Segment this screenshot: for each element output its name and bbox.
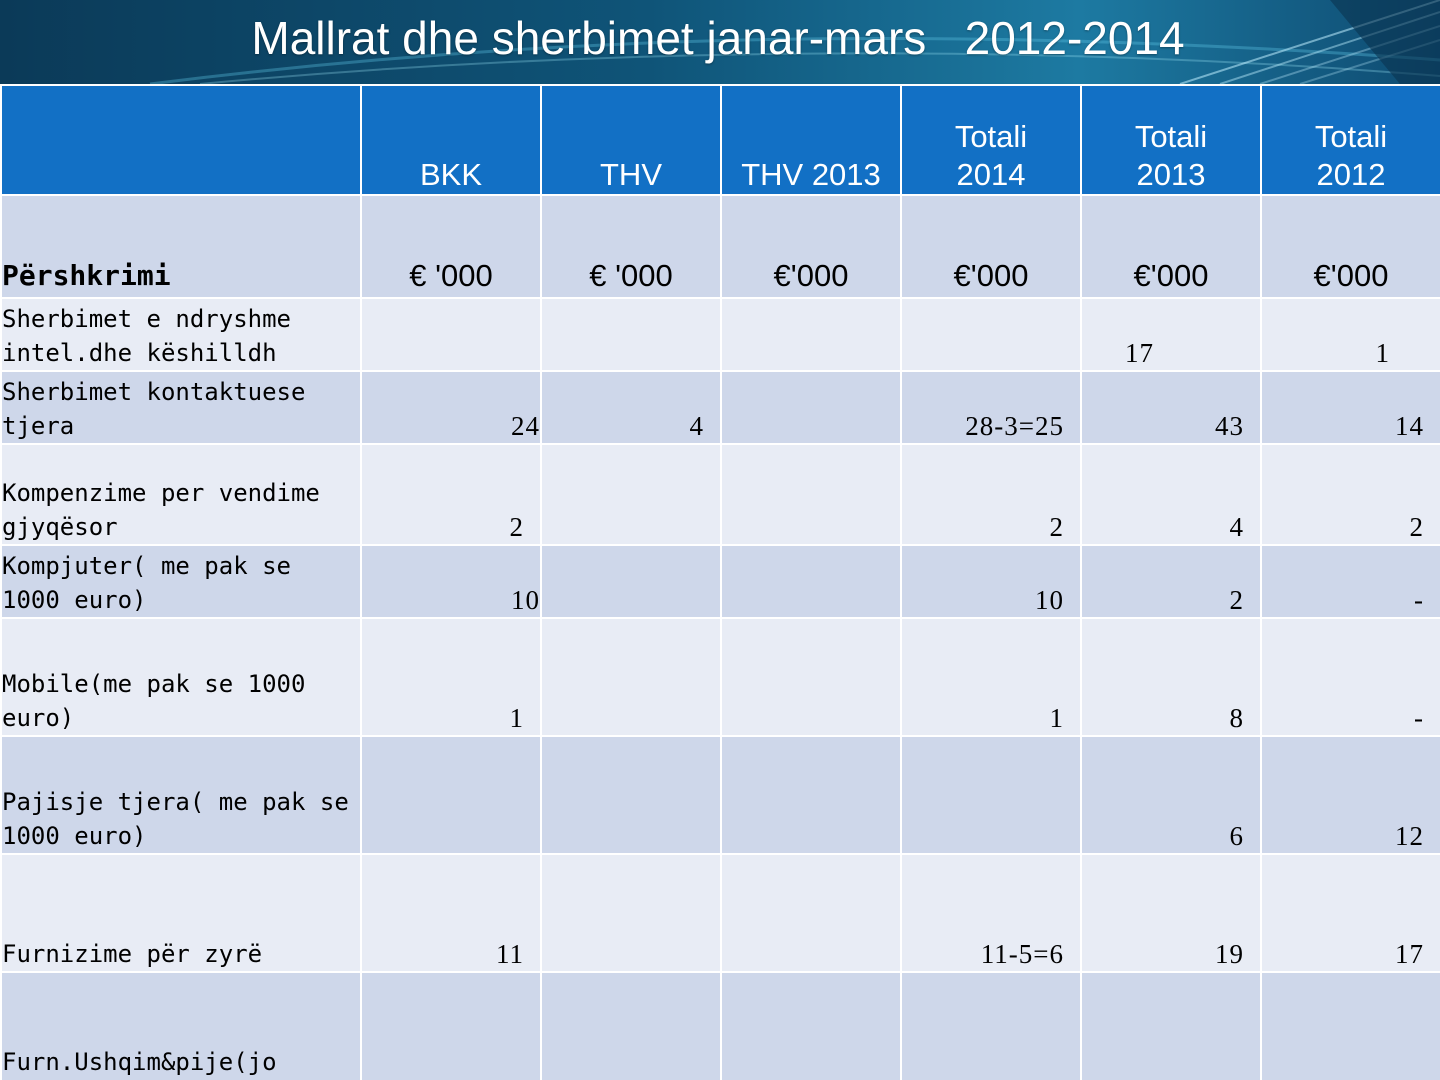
table-row: Kompenzime per vendime gjyqësor 2 2 4 2 <box>0 443 1440 546</box>
value-cell: 24 <box>360 370 542 445</box>
table-row: Pajisje tjera( me pak se 1000 euro) 6 12 <box>0 735 1440 855</box>
value-cell <box>540 853 722 973</box>
table-row: Sherbimet e ndryshme intel.dhe këshilldh… <box>0 297 1440 372</box>
header-text: Totali 2012 <box>1314 119 1388 192</box>
header-cell-totali-2014: Totali 2014 <box>900 84 1082 196</box>
table-row: Mobile(me pak se 1000 euro) 1 1 8 - <box>0 617 1440 737</box>
value-cell <box>540 544 722 619</box>
header-cell-empty <box>0 84 362 196</box>
value-cell: 8 <box>1080 617 1262 737</box>
value-cell <box>540 443 722 546</box>
goods-services-table: BKK THV THV 2013 Totali 2014 Totali 2013… <box>0 84 1440 1080</box>
value-cell: 2 <box>1260 443 1440 546</box>
value-cell: - <box>1260 544 1440 619</box>
unit-cell: €'000 <box>720 194 902 299</box>
value-cell: 2 <box>1080 544 1262 619</box>
value-cell: 11-5=6 <box>900 853 1082 973</box>
value-cell: 4 <box>1080 443 1262 546</box>
value-cell <box>360 735 542 855</box>
header-row: BKK THV THV 2013 Totali 2014 Totali 2013… <box>0 84 1440 196</box>
table-row: Sherbimet kontaktuese tjera 24 4 28-3=25… <box>0 370 1440 445</box>
value-cell: 43 <box>1080 370 1262 445</box>
header-cell-thv: THV <box>540 84 722 196</box>
data-table-container: BKK THV THV 2013 Totali 2014 Totali 2013… <box>0 84 1440 1080</box>
value-cell: 17 <box>1260 853 1440 973</box>
value-cell: 28-3=25 <box>900 370 1082 445</box>
value-cell: - <box>1260 617 1440 737</box>
value-cell: 10 <box>360 544 542 619</box>
header-text: Totali 2013 <box>1134 119 1208 192</box>
row-label: Sherbimet kontaktuese tjera <box>0 370 362 445</box>
description-header: Përshkrimi <box>0 194 362 299</box>
row-label: Furn.Ushqim&pije(jo Dreka Zyrt.) <box>0 971 362 1080</box>
value-cell <box>540 971 722 1080</box>
value-cell: 12 <box>1260 735 1440 855</box>
unit-cell: €'000 <box>900 194 1082 299</box>
value-cell: 19 <box>1080 853 1262 973</box>
value-cell <box>900 971 1082 1080</box>
value-cell: 11 <box>360 853 542 973</box>
row-label: Kompenzime per vendime gjyqësor <box>0 443 362 546</box>
header-cell-bkk: BKK <box>360 84 542 196</box>
unit-cell: € '000 <box>540 194 722 299</box>
value-cell <box>720 617 902 737</box>
table-row: Kompjuter( me pak se 1000 euro) 10 10 2 … <box>0 544 1440 619</box>
row-label: Sherbimet e ndryshme intel.dhe këshilldh <box>0 297 362 372</box>
value-cell <box>720 853 902 973</box>
value-cell <box>720 735 902 855</box>
header-cell-totali-2013: Totali 2013 <box>1080 84 1262 196</box>
value-cell <box>540 617 722 737</box>
value-cell: 14 <box>1260 370 1440 445</box>
value-cell <box>720 544 902 619</box>
value-cell: 6 <box>1080 735 1262 855</box>
table-row: Furnizime për zyrë 11 11-5=6 19 17 <box>0 853 1440 973</box>
page-title: Mallrat dhe sherbimet janar-mars 2012-20… <box>251 12 1185 64</box>
value-cell: 7 <box>1080 971 1262 1080</box>
table-row: Furn.Ushqim&pije(jo Dreka Zyrt.) 7 3 <box>0 971 1440 1080</box>
value-cell <box>720 370 902 445</box>
value-cell <box>540 735 722 855</box>
value-cell: 1 <box>360 617 542 737</box>
unit-cell: €'000 <box>1080 194 1262 299</box>
units-row: Përshkrimi € '000 € '000 €'000 €'000 €'0… <box>0 194 1440 299</box>
value-cell: 10 <box>900 544 1082 619</box>
banner-swoosh-decoration <box>149 0 1440 84</box>
unit-cell: €'000 <box>1260 194 1440 299</box>
value-cell <box>360 971 542 1080</box>
value-cell <box>720 971 902 1080</box>
header-cell-totali-2012: Totali 2012 <box>1260 84 1440 196</box>
value-cell <box>900 735 1082 855</box>
value-cell: 1 <box>900 617 1082 737</box>
row-label: Furnizime për zyrë <box>0 853 362 973</box>
value-cell: 4 <box>540 370 722 445</box>
value-cell <box>540 297 722 372</box>
row-label: Kompjuter( me pak se 1000 euro) <box>0 544 362 619</box>
value-cell <box>900 297 1082 372</box>
title-banner: Mallrat dhe sherbimet janar-mars 2012-20… <box>0 0 1440 84</box>
value-cell <box>360 297 542 372</box>
header-text: Totali 2014 <box>954 119 1028 192</box>
value-cell: 17 <box>1080 297 1262 372</box>
value-cell <box>720 297 902 372</box>
value-cell: 1 <box>1260 297 1440 372</box>
row-label: Mobile(me pak se 1000 euro) <box>0 617 362 737</box>
unit-cell: € '000 <box>360 194 542 299</box>
value-cell: 2 <box>360 443 542 546</box>
header-cell-thv-2013: THV 2013 <box>720 84 902 196</box>
row-label: Pajisje tjera( me pak se 1000 euro) <box>0 735 362 855</box>
value-cell <box>720 443 902 546</box>
value-cell: 2 <box>900 443 1082 546</box>
value-cell: 3 <box>1260 971 1440 1080</box>
